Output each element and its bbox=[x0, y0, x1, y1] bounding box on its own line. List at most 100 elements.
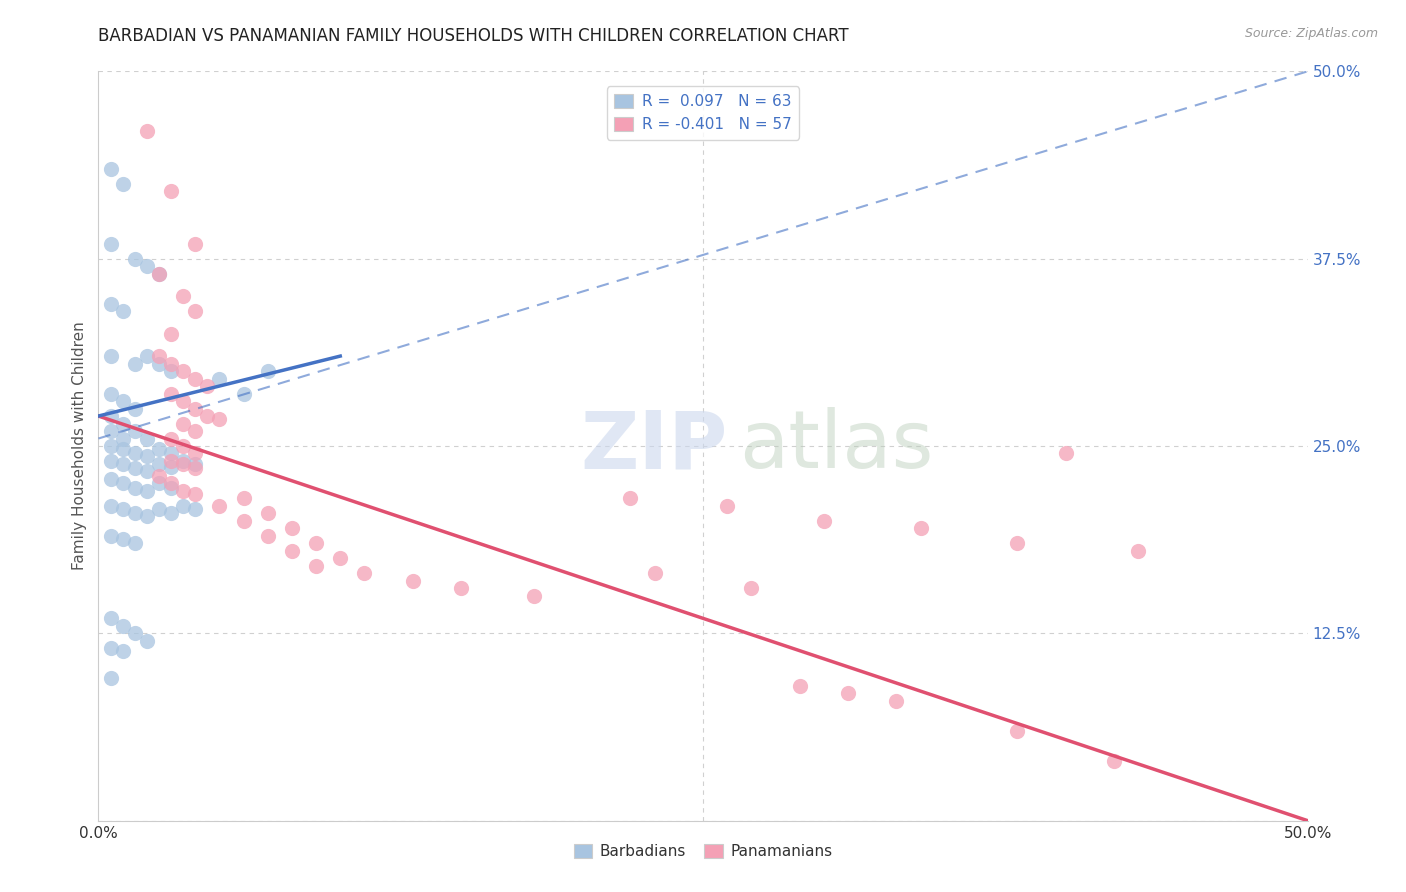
Point bbox=[172, 394, 194, 409]
Point bbox=[135, 483, 157, 498]
Point bbox=[135, 432, 157, 446]
Point bbox=[172, 417, 194, 431]
Point bbox=[208, 499, 231, 513]
Point bbox=[232, 514, 254, 528]
Point bbox=[256, 507, 278, 521]
Point bbox=[148, 442, 170, 456]
Point bbox=[184, 304, 207, 318]
Point bbox=[100, 472, 122, 486]
Point bbox=[184, 371, 207, 385]
Point bbox=[644, 566, 666, 581]
Point bbox=[111, 457, 134, 471]
Point bbox=[111, 442, 134, 456]
Point bbox=[329, 551, 352, 566]
Point bbox=[172, 364, 194, 378]
Point bbox=[789, 679, 811, 693]
Point bbox=[160, 446, 183, 460]
Point bbox=[1007, 536, 1029, 550]
Point bbox=[886, 694, 908, 708]
Point bbox=[100, 236, 122, 251]
Point bbox=[160, 454, 183, 468]
Point bbox=[172, 289, 194, 303]
Point bbox=[523, 589, 546, 603]
Point bbox=[184, 236, 207, 251]
Point bbox=[172, 439, 194, 453]
Point bbox=[100, 424, 122, 438]
Point bbox=[160, 432, 183, 446]
Point bbox=[353, 566, 375, 581]
Point bbox=[619, 491, 641, 506]
Point bbox=[100, 161, 122, 176]
Point bbox=[1054, 446, 1077, 460]
Point bbox=[402, 574, 425, 588]
Point bbox=[124, 252, 146, 266]
Point bbox=[100, 409, 122, 423]
Point bbox=[184, 461, 207, 475]
Point bbox=[100, 529, 122, 543]
Point bbox=[195, 409, 218, 423]
Point bbox=[160, 184, 183, 198]
Point bbox=[135, 259, 157, 273]
Text: Source: ZipAtlas.com: Source: ZipAtlas.com bbox=[1244, 27, 1378, 40]
Point bbox=[716, 499, 738, 513]
Point bbox=[184, 401, 207, 416]
Point bbox=[100, 439, 122, 453]
Point bbox=[172, 454, 194, 468]
Point bbox=[281, 544, 304, 558]
Point bbox=[100, 386, 122, 401]
Point bbox=[135, 465, 157, 479]
Point bbox=[256, 364, 278, 378]
Point bbox=[148, 267, 170, 281]
Point bbox=[148, 502, 170, 516]
Point bbox=[135, 124, 157, 138]
Point bbox=[124, 446, 146, 460]
Text: ZIP: ZIP bbox=[579, 407, 727, 485]
Point bbox=[148, 476, 170, 491]
Text: BARBADIAN VS PANAMANIAN FAMILY HOUSEHOLDS WITH CHILDREN CORRELATION CHART: BARBADIAN VS PANAMANIAN FAMILY HOUSEHOLD… bbox=[98, 27, 849, 45]
Point bbox=[184, 457, 207, 471]
Point bbox=[148, 357, 170, 371]
Point bbox=[124, 424, 146, 438]
Point bbox=[124, 626, 146, 640]
Point bbox=[135, 349, 157, 363]
Point bbox=[1128, 544, 1150, 558]
Point bbox=[100, 611, 122, 625]
Point bbox=[111, 502, 134, 516]
Legend: Barbadians, Panamanians: Barbadians, Panamanians bbox=[568, 838, 838, 865]
Point bbox=[184, 502, 207, 516]
Point bbox=[1007, 723, 1029, 738]
Point bbox=[111, 644, 134, 658]
Point bbox=[160, 326, 183, 341]
Point bbox=[305, 536, 328, 550]
Point bbox=[135, 509, 157, 524]
Point bbox=[135, 633, 157, 648]
Point bbox=[256, 529, 278, 543]
Point bbox=[148, 267, 170, 281]
Point bbox=[1102, 754, 1125, 768]
Point bbox=[111, 532, 134, 546]
Point bbox=[111, 394, 134, 409]
Point bbox=[124, 481, 146, 495]
Point bbox=[172, 499, 194, 513]
Point bbox=[100, 296, 122, 310]
Point bbox=[208, 371, 231, 385]
Point bbox=[135, 450, 157, 464]
Point bbox=[100, 641, 122, 656]
Point bbox=[148, 457, 170, 471]
Point bbox=[305, 558, 328, 573]
Point bbox=[232, 491, 254, 506]
Point bbox=[160, 386, 183, 401]
Point bbox=[124, 401, 146, 416]
Point bbox=[172, 457, 194, 471]
Point bbox=[111, 432, 134, 446]
Point bbox=[148, 349, 170, 363]
Point bbox=[124, 461, 146, 475]
Point bbox=[111, 476, 134, 491]
Point bbox=[160, 481, 183, 495]
Point bbox=[100, 671, 122, 685]
Point bbox=[195, 379, 218, 393]
Point bbox=[160, 507, 183, 521]
Point bbox=[111, 304, 134, 318]
Point bbox=[111, 417, 134, 431]
Point bbox=[184, 424, 207, 438]
